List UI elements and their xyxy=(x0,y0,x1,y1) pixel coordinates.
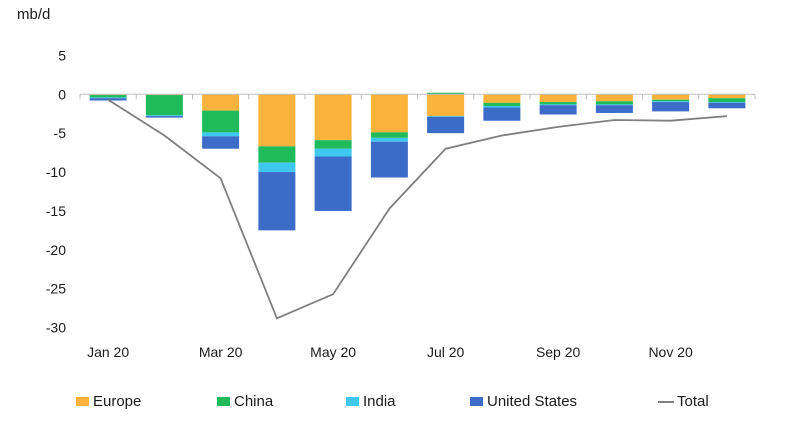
bar-china xyxy=(370,132,408,138)
x-tick-label: Nov 20 xyxy=(648,344,693,360)
bar-india xyxy=(595,104,633,106)
legend-label-europe: Europe xyxy=(93,393,142,410)
bar-india xyxy=(258,162,296,173)
legend-label-united-states: United States xyxy=(487,393,578,410)
bar-united-states xyxy=(202,136,240,149)
y-tick-label: -30 xyxy=(46,320,66,336)
bar-india xyxy=(314,148,352,157)
bar-europe xyxy=(595,94,633,102)
legend-item-india: India xyxy=(346,393,396,410)
x-tick-label: Jul 20 xyxy=(427,344,465,360)
bar-europe xyxy=(370,94,408,133)
legend-swatch-united-states xyxy=(470,397,483,406)
bar-india xyxy=(89,97,127,99)
bar-china xyxy=(89,95,127,98)
bar-china xyxy=(708,98,746,103)
bar-europe xyxy=(708,94,746,99)
legend-item-total: Total xyxy=(658,393,709,410)
bar-india xyxy=(652,101,690,103)
legend-label-india: India xyxy=(363,393,396,410)
bar-india xyxy=(539,104,577,106)
bar-united-states xyxy=(483,107,521,121)
x-tick-label: May 20 xyxy=(310,344,356,360)
y-tick-label: -25 xyxy=(46,281,66,297)
bar-europe xyxy=(483,94,521,103)
bar-india xyxy=(427,116,465,117)
bar-united-states xyxy=(89,98,127,101)
legend: Europe China India United States Total xyxy=(0,393,800,417)
legend-label-china: China xyxy=(234,393,274,410)
x-tick-label: Jan 20 xyxy=(87,344,129,360)
bar-india xyxy=(483,105,521,108)
bar-united-states xyxy=(370,141,408,178)
bar-europe xyxy=(427,94,465,117)
legend-item-united-states: United States xyxy=(470,393,577,410)
bar-china xyxy=(314,140,352,149)
legend-swatch-india xyxy=(346,397,359,406)
bar-europe xyxy=(258,94,296,147)
legend-item-europe: Europe xyxy=(76,393,141,410)
legend-item-china: China xyxy=(217,393,273,410)
bar-united-states xyxy=(427,116,465,134)
bar-china xyxy=(595,101,633,105)
y-axis-unit-label: mb/d xyxy=(17,6,51,23)
bar-united-states xyxy=(258,172,296,231)
bar-china xyxy=(427,92,465,95)
y-tick-label: -10 xyxy=(46,164,66,180)
bar-china xyxy=(258,146,296,163)
bar-india xyxy=(202,132,240,137)
bar-india xyxy=(708,102,746,103)
bar-united-states xyxy=(652,102,690,112)
bar-china xyxy=(145,95,183,116)
y-tick-label: -20 xyxy=(46,242,66,258)
bar-united-states xyxy=(145,116,183,118)
bar-china xyxy=(539,102,577,105)
bar-united-states xyxy=(708,102,746,109)
y-tick-label: 5 xyxy=(58,47,66,63)
bar-united-states xyxy=(539,105,577,115)
legend-swatch-china xyxy=(217,397,230,406)
bar-india xyxy=(370,137,408,142)
legend-label-total: Total xyxy=(677,393,709,410)
bar-china xyxy=(652,99,690,102)
bar-china xyxy=(483,102,521,106)
bar-europe xyxy=(314,94,352,141)
legend-line-total xyxy=(658,400,674,403)
bar-united-states xyxy=(595,105,633,113)
bar-europe xyxy=(539,94,577,103)
x-tick-label: Sep 20 xyxy=(536,344,581,360)
y-tick-label: -5 xyxy=(54,125,67,141)
bar-europe xyxy=(652,94,690,100)
total-line xyxy=(107,98,727,320)
bar-united-states xyxy=(314,156,352,211)
y-tick-label: 0 xyxy=(58,86,66,102)
bar-india xyxy=(145,115,183,117)
legend-swatch-europe xyxy=(76,397,89,406)
x-tick-label: Mar 20 xyxy=(199,344,243,360)
bar-china xyxy=(202,110,240,133)
y-tick-label: -15 xyxy=(46,203,66,219)
bar-europe xyxy=(202,94,240,111)
